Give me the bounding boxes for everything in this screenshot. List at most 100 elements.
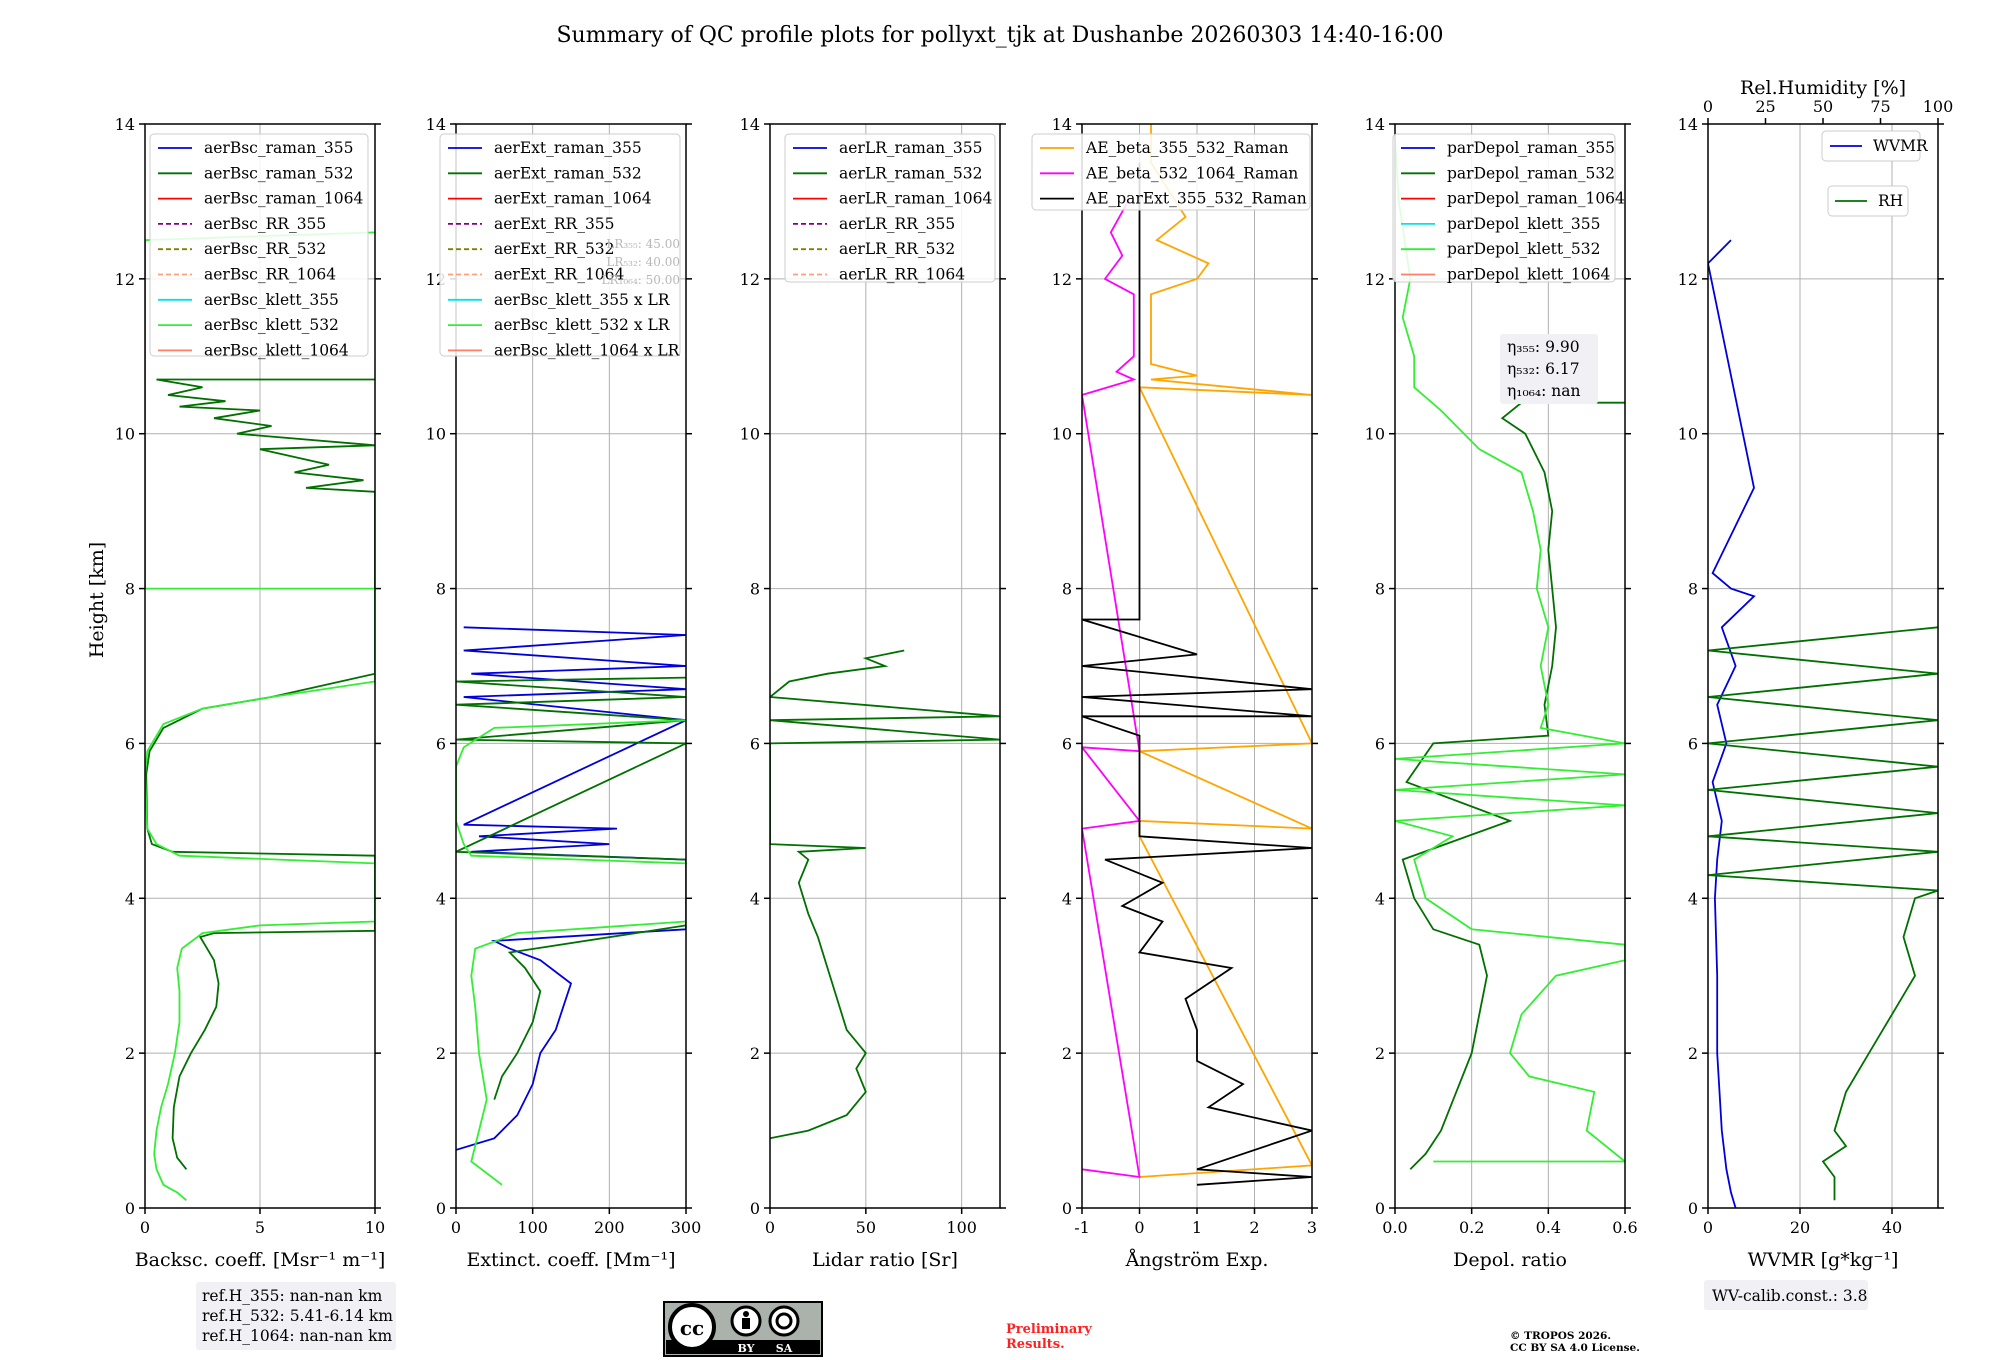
lidar-ratio-label: LR₅₃₂: 40.00: [606, 255, 680, 269]
panel-backscatter: 0 2 4 6 8 10 12 14 0 5 10 Backsc. coeff. [Msr⁻¹ m⁻¹…: [115, 115, 386, 1271]
x2-axis-label: Rel.Humidity [%]: [1740, 77, 1906, 99]
legend-entry: aerBsc_klett_532: [204, 316, 339, 334]
y-tick-label: 0: [125, 1199, 135, 1218]
y-tick-label: 8: [750, 580, 760, 599]
y-tick-label: 6: [750, 734, 760, 753]
cc-license-badge: cc BY SA: [663, 1301, 823, 1357]
legend-entry: aerBsc_klett_1064 x LR: [494, 341, 681, 359]
legend-entry: parDepol_raman_355: [1447, 139, 1615, 157]
panel-wvmr: 0 2 4 6 8 10 12 14 0 20 40 WVMR [g*kg⁻¹]: [1678, 115, 1944, 1271]
y-tick-label: 2: [125, 1044, 135, 1063]
legend-entry: aerLR_raman_532: [839, 164, 982, 182]
legend-entry: aerBsc_raman_1064: [204, 190, 364, 208]
y-tick-label: 8: [1375, 580, 1385, 599]
legend-entry: aerExt_RR_355: [494, 215, 615, 233]
y-tick-label: 12: [740, 270, 760, 289]
y-tick-label: 6: [1375, 734, 1385, 753]
y-tick-label: 14: [115, 115, 135, 134]
y-tick-label: 6: [1062, 734, 1072, 753]
y-tick-label: 14: [1365, 115, 1385, 134]
y-tick-label: 0: [436, 1199, 446, 1218]
x-tick-label: 5: [255, 1218, 265, 1237]
legend-entry: aerBsc_RR_1064: [204, 266, 336, 284]
eta-label: η₃₅₅: 9.90: [1507, 338, 1580, 356]
y-tick-label: 2: [750, 1044, 760, 1063]
legend-entry: aerBsc_raman_532: [204, 164, 354, 182]
legend-entry: aerLR_RR_355: [839, 215, 955, 233]
y-tick-label: 10: [740, 425, 760, 444]
x-tick-label: 0: [765, 1218, 775, 1237]
x-tick-label: 300: [671, 1218, 702, 1237]
x-tick-label: 0: [140, 1218, 150, 1237]
legend-entry: WVMR: [1873, 137, 1929, 155]
series-aerExt_raman_355: [456, 626, 686, 1151]
y-tick-label: 14: [1678, 115, 1698, 134]
panel-lidar_ratio: 0 2 4 6 8 10 12 14 0 50 100 Lidar ratio [Sr] aerLR_r…: [740, 115, 1006, 1271]
y-tick-label: 8: [1062, 580, 1072, 599]
series-aerBsc_raman_532: [145, 378, 375, 1170]
y-tick-label: 8: [436, 580, 446, 599]
legend-box: [439, 133, 681, 357]
copyright-note: CC BY SA 4.0 License.: [1510, 1342, 1640, 1354]
x-tick-label: 0: [1134, 1218, 1144, 1237]
y-tick-label: 2: [436, 1044, 446, 1063]
legend-angstrom: AE_beta_355_532_Raman AE_beta_532_1064_Ra…: [1031, 133, 1311, 211]
legend-entry: parDepol_raman_532: [1447, 164, 1615, 182]
y-tick-label: 14: [1052, 115, 1072, 134]
x-tick-label: 10: [365, 1218, 385, 1237]
y-tick-label: 8: [1688, 580, 1698, 599]
legend-entry: aerExt_raman_1064: [494, 190, 652, 208]
ref-height-label: ref.H_1064: nan-nan km: [202, 1327, 393, 1345]
y-tick-label: 12: [115, 270, 135, 289]
x2-tick-label: 50: [1813, 97, 1833, 116]
ref-height-label: ref.H_355: nan-nan km: [202, 1287, 383, 1305]
legend-box: [149, 133, 369, 357]
x-tick-label: 3: [1307, 1218, 1317, 1237]
series-aerBsc_klett_532 x LR: [456, 719, 686, 1186]
y-tick-label: 0: [1375, 1199, 1385, 1218]
x-tick-label: 0: [1703, 1218, 1713, 1237]
legend-wvmr-box: [1821, 130, 1921, 162]
y-tick-label: 14: [426, 115, 446, 134]
x2-tick-label: 0: [1703, 97, 1713, 116]
x-tick-label: 0.6: [1612, 1218, 1637, 1237]
x-tick-label: 0.2: [1459, 1218, 1484, 1237]
axes-frame: [1707, 123, 1939, 1209]
x-tick-label: 40: [1882, 1218, 1902, 1237]
y-tick-label: 4: [750, 889, 760, 908]
legend-entry: aerBsc_klett_532 x LR: [494, 316, 671, 334]
x-tick-label: 100: [517, 1218, 548, 1237]
height-axis-label: Height [km]: [86, 542, 108, 658]
reference-heights: ref.H_355: nan-nan km ref.H_532: 5.41-6.1…: [196, 1282, 396, 1350]
y-tick-label: 4: [1062, 889, 1072, 908]
y-tick-label: 4: [125, 889, 135, 908]
x-axis-label: Depol. ratio: [1453, 1249, 1567, 1271]
y-tick-label: 4: [1688, 889, 1698, 908]
y-tick-label: 10: [115, 425, 135, 444]
series-WVMR: [1708, 239, 1756, 1208]
y-tick-label: 6: [436, 734, 446, 753]
y-tick-label: 14: [740, 115, 760, 134]
legend-entry: aerBsc_RR_355: [204, 215, 326, 233]
panel-depol: 0 2 4 6 8 10 12 14 0.0 0.2 0.4 0.6 Depol. ratio parDe…: [1365, 115, 1638, 1271]
series-AE_beta_355_532_Raman: [1138, 124, 1312, 1178]
axes-frame: [455, 123, 687, 1209]
legend-entry: aerExt_raman_532: [494, 164, 642, 182]
legend-entry: aerLR_raman_1064: [839, 190, 992, 208]
legend-rh-box: [1827, 185, 1909, 217]
series-AE_beta_532_1064_Raman: [1082, 200, 1142, 1179]
y-tick-label: 12: [1365, 270, 1385, 289]
x-tick-label: 0.0: [1382, 1218, 1407, 1237]
sa-icon-arrow: [775, 1312, 793, 1330]
axes-frame: [144, 123, 376, 1209]
y-tick-label: 0: [750, 1199, 760, 1218]
y-tick-label: 12: [1678, 270, 1698, 289]
x-axis-label: Ångström Exp.: [1125, 1249, 1269, 1271]
x-axis-label: Extinct. coeff. [Mm⁻¹]: [466, 1249, 675, 1271]
axes-frame: [1394, 123, 1626, 1209]
x-axis-label: WVMR [g*kg⁻¹]: [1748, 1249, 1899, 1271]
figure-annotations: LR₃₅₅: 45.00 LR₅₃₂: 40.00 LR₁₀₆₄: 50.00 η₃₅…: [196, 77, 1953, 1357]
axes-frame: [769, 123, 1001, 1209]
